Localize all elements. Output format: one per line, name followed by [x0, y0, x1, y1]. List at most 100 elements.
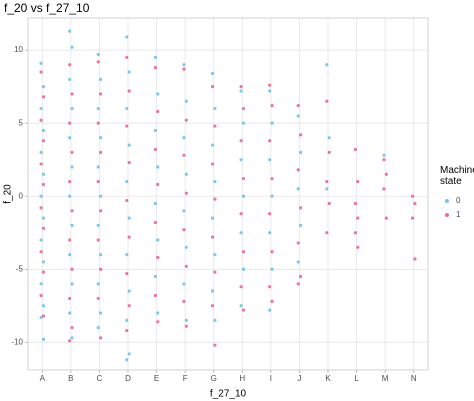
point: [182, 209, 186, 213]
point: [270, 177, 274, 181]
point: [99, 150, 103, 154]
point: [156, 109, 160, 114]
point: [96, 121, 100, 125]
point: [241, 308, 246, 312]
point: [268, 212, 272, 216]
point: [96, 52, 100, 57]
point: [210, 304, 215, 308]
x-tick-label: B: [68, 374, 73, 383]
point: [99, 209, 103, 213]
point: [268, 308, 272, 312]
point: [125, 55, 129, 60]
point: [239, 285, 243, 289]
point: [96, 296, 100, 301]
x-tick-label: C: [97, 374, 103, 383]
point: [99, 92, 103, 96]
point: [99, 267, 103, 271]
x-tick-label: D: [125, 374, 131, 383]
point: [70, 267, 74, 271]
x-tick-label: K: [325, 374, 331, 383]
point: [156, 320, 160, 324]
point: [213, 179, 217, 184]
point: [70, 223, 74, 228]
point: [325, 179, 329, 184]
point: [413, 257, 417, 261]
point: [125, 272, 129, 276]
point: [182, 67, 186, 71]
point: [68, 339, 72, 343]
point: [239, 304, 243, 308]
point: [268, 285, 272, 289]
point: [299, 133, 303, 137]
point: [270, 104, 274, 108]
point: [356, 245, 360, 249]
point: [70, 92, 74, 96]
point: [382, 153, 386, 157]
point: [241, 250, 246, 254]
point: [127, 304, 131, 308]
point: [270, 250, 274, 254]
point: [182, 63, 186, 67]
point: [296, 282, 300, 286]
point: [210, 162, 215, 166]
point: [210, 216, 215, 220]
point: [210, 235, 215, 239]
point: [296, 168, 300, 172]
point: [70, 150, 74, 154]
point: [382, 187, 386, 191]
point: [213, 253, 217, 257]
y-tick-label: 5: [19, 118, 24, 127]
point: [68, 238, 72, 242]
point: [156, 92, 160, 96]
point: [184, 118, 188, 122]
point: [299, 206, 303, 210]
point: [156, 165, 160, 169]
point: [68, 311, 72, 315]
point: [99, 253, 103, 257]
point: [68, 194, 72, 198]
point: [325, 99, 329, 103]
point: [156, 255, 160, 260]
point: [356, 179, 360, 184]
legend-label: 0: [456, 196, 461, 205]
point: [99, 194, 103, 198]
point: [213, 106, 217, 111]
point: [39, 118, 43, 122]
point: [68, 63, 72, 67]
point: [353, 147, 357, 152]
point: [153, 55, 157, 60]
point: [296, 114, 300, 118]
point: [153, 220, 157, 225]
point: [239, 89, 243, 93]
point: [39, 250, 43, 254]
point: [68, 296, 72, 301]
point: [41, 270, 46, 274]
point: [96, 282, 100, 286]
point: [270, 267, 274, 271]
point: [68, 77, 72, 81]
point: [127, 143, 131, 147]
point: [356, 216, 360, 220]
point: [213, 343, 217, 347]
point: [182, 282, 186, 286]
point: [127, 235, 131, 239]
x-tick-label: J: [297, 374, 301, 383]
point: [39, 293, 43, 298]
point: [241, 177, 246, 181]
point: [184, 264, 188, 268]
point: [353, 201, 357, 206]
point: [182, 299, 186, 303]
point: [68, 136, 72, 140]
point: [99, 77, 103, 81]
legend-title: Machine state: [440, 165, 474, 187]
y-axis-title: f_20: [3, 184, 14, 204]
point: [99, 336, 103, 340]
point: [268, 158, 272, 162]
point: [127, 70, 131, 74]
point: [125, 106, 129, 111]
point: [68, 179, 72, 184]
point: [327, 150, 331, 154]
point: [99, 311, 103, 315]
point: [39, 162, 43, 166]
